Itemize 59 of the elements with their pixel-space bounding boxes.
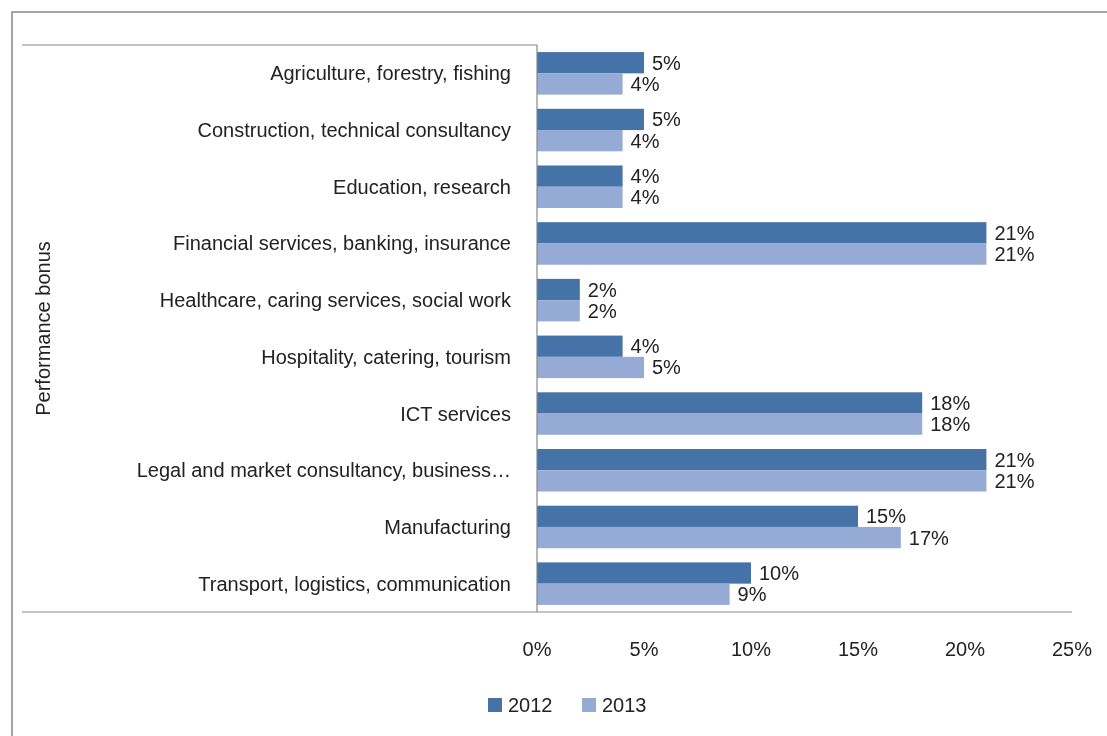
bar bbox=[537, 243, 987, 265]
x-tick-label: 5% bbox=[629, 638, 659, 660]
x-tick-label: 25% bbox=[1051, 638, 1093, 660]
data-label: 2% bbox=[587, 278, 617, 301]
y-tick-label: Financial services, banking, insurance bbox=[173, 232, 511, 255]
data-label: 5% bbox=[652, 51, 682, 74]
data-label: 21% bbox=[994, 221, 1035, 244]
data-label: 17% bbox=[908, 526, 950, 549]
bar bbox=[537, 526, 901, 549]
x-tick-label: 0% bbox=[522, 638, 552, 660]
bar bbox=[537, 505, 858, 527]
x-tick-label: 15% bbox=[837, 638, 879, 660]
data-label: 4% bbox=[630, 72, 660, 95]
data-label: 21% bbox=[994, 243, 1035, 266]
data-label: 5% bbox=[652, 356, 682, 379]
y-tick-label: Education, research bbox=[333, 175, 511, 198]
y-tick-label: Agriculture, forestry, fishing bbox=[270, 62, 511, 85]
bar bbox=[537, 130, 623, 152]
bar bbox=[537, 165, 623, 187]
bar bbox=[537, 222, 987, 244]
data-label: 4% bbox=[630, 335, 660, 358]
y-tick-label: Construction, technical consultancy bbox=[197, 119, 511, 142]
data-label: 21% bbox=[994, 469, 1035, 492]
bar bbox=[537, 186, 623, 209]
y-axis-title: Performance bonus bbox=[32, 241, 54, 416]
data-label: 2% bbox=[587, 299, 617, 322]
bar bbox=[537, 392, 923, 414]
data-label: 4% bbox=[630, 165, 660, 188]
bar bbox=[537, 470, 987, 492]
legend-label: 2012 bbox=[508, 694, 553, 716]
bar bbox=[537, 278, 580, 301]
x-tick-label: 20% bbox=[944, 638, 986, 660]
bar bbox=[537, 448, 987, 471]
bar bbox=[537, 300, 580, 322]
bar bbox=[537, 73, 623, 95]
data-label: 10% bbox=[759, 562, 800, 585]
bar bbox=[537, 52, 644, 74]
data-label: 5% bbox=[652, 108, 682, 131]
bar bbox=[537, 108, 644, 131]
y-tick-label: Hospitality, catering, tourism bbox=[261, 345, 511, 368]
y-tick-label: ICT services bbox=[400, 402, 511, 425]
y-tick-label: Manufacturing bbox=[384, 515, 511, 538]
bar bbox=[537, 356, 644, 379]
x-tick-label: 10% bbox=[730, 638, 772, 660]
data-label: 18% bbox=[930, 413, 971, 436]
legend-label: 2013 bbox=[602, 694, 647, 716]
bar bbox=[537, 583, 730, 605]
y-tick-label: Transport, logistics, communication bbox=[198, 572, 511, 595]
data-label: 15% bbox=[866, 505, 907, 528]
data-label: 4% bbox=[630, 129, 660, 152]
data-label: 9% bbox=[737, 583, 767, 606]
data-label: 4% bbox=[630, 186, 660, 209]
y-tick-label: Legal and market consultancy, business… bbox=[136, 459, 511, 482]
data-label: 18% bbox=[930, 391, 971, 414]
data-label: 21% bbox=[994, 448, 1035, 471]
bar bbox=[537, 335, 623, 357]
bar bbox=[537, 562, 751, 584]
bar bbox=[537, 413, 923, 435]
y-tick-label: Healthcare, caring services, social work bbox=[159, 289, 512, 312]
